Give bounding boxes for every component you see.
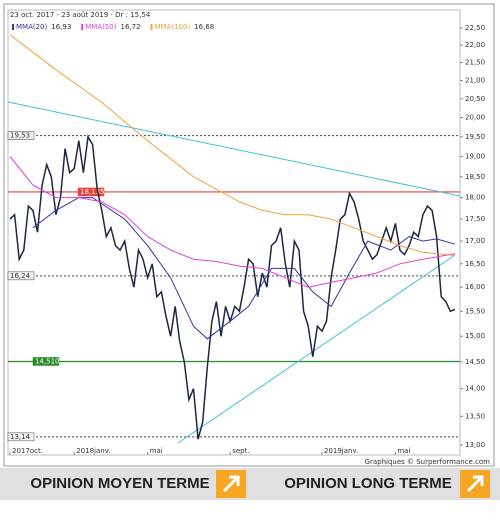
y-tick-label: 18,50 bbox=[465, 173, 485, 181]
x-tick-label: mai bbox=[150, 447, 163, 455]
legend-swatch bbox=[12, 24, 14, 30]
y-tick-label: 18,00 bbox=[465, 194, 485, 202]
x-tick-label: sept. bbox=[232, 447, 249, 455]
x-tick-label: 2017oct. bbox=[12, 447, 43, 455]
button-label[interactable]: OPINION MOYEN TERME bbox=[30, 475, 209, 492]
y-tick-label: 16,00 bbox=[465, 283, 485, 291]
x-tick-label: 2019janv. bbox=[324, 447, 358, 455]
level-label: 18,135 bbox=[80, 188, 105, 196]
y-tick-label: 15,50 bbox=[465, 307, 485, 315]
moving-average bbox=[9, 156, 456, 288]
level-label-box bbox=[77, 187, 105, 197]
legend-value: 16,93 bbox=[51, 23, 71, 31]
y-tick-label: 19,00 bbox=[465, 153, 485, 161]
x-tick-label: mai bbox=[397, 447, 410, 455]
y-tick-label: 14,00 bbox=[465, 385, 485, 393]
chart-title: 23 oct. 2017 - 23 août 2019 - Dr : 15,54 bbox=[10, 11, 151, 19]
chart-frame bbox=[3, 3, 495, 467]
trendline bbox=[177, 254, 456, 444]
moving-average bbox=[32, 197, 456, 340]
y-tick-label: 20,00 bbox=[465, 114, 485, 122]
legend-name: MMA(20) bbox=[16, 23, 48, 31]
legend-swatch bbox=[81, 24, 84, 30]
button-label[interactable]: OPINION LONG TERME bbox=[284, 475, 452, 492]
y-tick-label: 14,50 bbox=[465, 358, 485, 366]
legend-name: MMA(50) bbox=[85, 23, 117, 31]
level-label-box bbox=[7, 131, 35, 140]
level-label-box bbox=[32, 357, 60, 366]
grid: 22,50 22,00 21,50 21,00 20,50 20,00 19,50 19,00… bbox=[7, 24, 485, 455]
plot-area bbox=[7, 9, 461, 456]
level-label: 19,53 bbox=[10, 132, 30, 140]
arrow bbox=[466, 475, 484, 493]
price-line bbox=[9, 134, 456, 440]
y-tick-label: 13,50 bbox=[465, 412, 485, 420]
y-tick-label: 15,00 bbox=[465, 332, 485, 340]
level-label-box bbox=[7, 271, 35, 281]
moving-average bbox=[9, 34, 456, 256]
marks bbox=[9, 34, 456, 440]
y-tick-label: 16,50 bbox=[465, 260, 485, 268]
legend-value: 16,72 bbox=[121, 23, 141, 31]
y-tick-label: 13,00 bbox=[465, 441, 485, 449]
level-label: 13,14 bbox=[10, 433, 31, 441]
y-tick-label: 17,00 bbox=[465, 237, 485, 245]
y-tick-label: 21,00 bbox=[465, 76, 485, 84]
y-tick-label: 19,50 bbox=[465, 133, 485, 141]
level-label: 14,510 bbox=[35, 357, 60, 365]
y-tick-label: 17,50 bbox=[465, 215, 485, 223]
credit: Graphiques © Surperformance.com bbox=[365, 458, 491, 466]
legend-name: MMA(100) bbox=[155, 23, 191, 31]
button-bar bbox=[0, 468, 500, 500]
level-label-box bbox=[7, 432, 35, 442]
x-tick-label: 2018janv. bbox=[76, 447, 110, 455]
y-tick-label: 21,50 bbox=[465, 59, 485, 67]
level-label: 16,24 bbox=[10, 272, 31, 280]
legend-swatch bbox=[150, 24, 153, 30]
y-tick-label: 20,50 bbox=[465, 95, 485, 103]
y-tick-label: 22,00 bbox=[465, 41, 485, 49]
arrow bbox=[222, 475, 240, 493]
y-tick-label: 22,50 bbox=[465, 24, 485, 32]
legend-value: 16,68 bbox=[194, 23, 214, 31]
trendline bbox=[7, 101, 461, 197]
